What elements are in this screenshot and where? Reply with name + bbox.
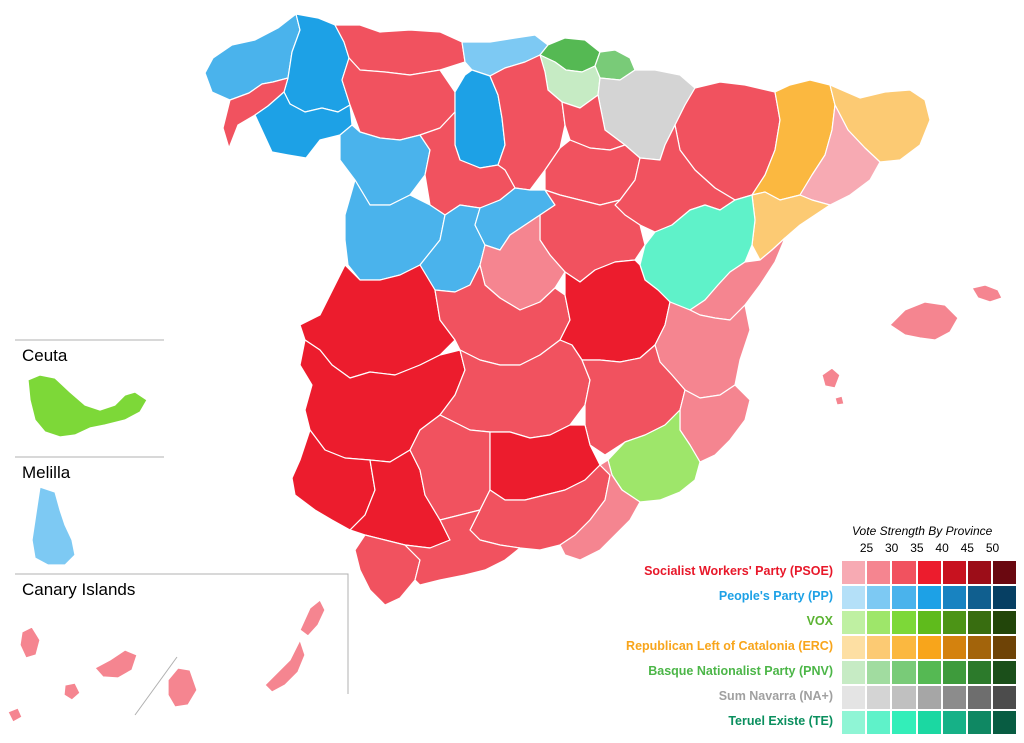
legend-swatch <box>967 660 993 685</box>
legend-swatch <box>916 685 942 710</box>
legend-swatch <box>967 585 993 610</box>
legend-swatch <box>916 610 942 635</box>
legend-swatch <box>866 685 892 710</box>
legend-tick: 40 <box>935 541 949 555</box>
legend-swatch <box>866 635 892 660</box>
legend-swatch <box>891 635 917 660</box>
legend-swatch <box>891 660 917 685</box>
legend-swatch <box>841 660 867 685</box>
legend-swatch <box>941 610 967 635</box>
ceuta-label: Ceuta <box>22 346 68 365</box>
legend-swatch <box>941 560 967 585</box>
legend-swatch <box>866 585 892 610</box>
legend-swatch <box>891 610 917 635</box>
legend-swatch <box>992 660 1018 685</box>
legend-party-label: Sum Navarra (NA+) <box>718 689 833 703</box>
legend-swatch <box>891 585 917 610</box>
region-melilla <box>31 486 76 566</box>
region-mallorca <box>889 301 959 341</box>
legend-tick: 35 <box>910 541 924 555</box>
legend-swatch <box>992 610 1018 635</box>
legend-swatch <box>967 710 993 735</box>
legend-swatch <box>916 560 942 585</box>
legend-swatch <box>941 585 967 610</box>
legend-swatch <box>841 635 867 660</box>
legend-swatch <box>866 560 892 585</box>
legend-swatch <box>841 585 867 610</box>
legend-party-label: People's Party (PP) <box>718 589 833 603</box>
legend-swatch <box>866 610 892 635</box>
legend-swatch <box>941 685 967 710</box>
legend-swatch <box>992 560 1018 585</box>
legend-swatch <box>941 660 967 685</box>
legend-swatch <box>841 710 867 735</box>
legend-swatch <box>941 710 967 735</box>
region-almeria <box>559 459 641 561</box>
legend-tick: 30 <box>885 541 899 555</box>
legend-swatch <box>941 635 967 660</box>
legend-swatch <box>891 685 917 710</box>
legend-swatch <box>992 585 1018 610</box>
region-ceuta <box>27 374 148 438</box>
legend-swatch <box>967 610 993 635</box>
region-cadiz <box>354 534 421 606</box>
legend-swatch <box>866 660 892 685</box>
legend-swatch <box>992 710 1018 735</box>
region-ibiza <box>821 367 845 406</box>
canary-islands-label: Canary Islands <box>22 580 136 599</box>
legend-swatch <box>992 635 1018 660</box>
legend-swatch <box>967 685 993 710</box>
legend-swatch <box>841 560 867 585</box>
legend-swatch <box>841 685 867 710</box>
legend-swatch <box>891 710 917 735</box>
legend-swatch <box>967 560 993 585</box>
legend-swatch <box>916 585 942 610</box>
region-canary-islands <box>7 599 326 723</box>
region-menorca <box>971 284 1003 303</box>
legend-party-label: Republican Left of Catalonia (ERC) <box>626 639 833 653</box>
melilla-label: Melilla <box>22 463 71 482</box>
canary-inset-separator <box>134 656 178 716</box>
legend-party-label: VOX <box>806 614 833 628</box>
legend-swatch <box>866 710 892 735</box>
region-tarragona <box>751 191 831 261</box>
legend-tick: 45 <box>960 541 974 555</box>
legend-party-label: Basque Nationalist Party (PNV) <box>648 664 833 678</box>
legend-swatch <box>841 610 867 635</box>
legend-title: Vote Strength By Province <box>852 524 993 538</box>
legend-party-label: Socialist Workers' Party (PSOE) <box>644 564 833 578</box>
legend-swatch <box>891 560 917 585</box>
legend-swatch <box>967 635 993 660</box>
region-barcelona <box>799 104 881 206</box>
legend-tick: 25 <box>859 541 874 555</box>
legend-swatch <box>916 660 942 685</box>
legend-swatch <box>916 710 942 735</box>
region-malaga <box>404 509 521 586</box>
canary-inset-frame <box>15 573 349 694</box>
legend-party-label: Teruel Existe (TE) <box>728 714 833 728</box>
legend-swatch <box>916 635 942 660</box>
legend-tick: 50 <box>985 541 1000 555</box>
legend-swatch <box>992 685 1018 710</box>
